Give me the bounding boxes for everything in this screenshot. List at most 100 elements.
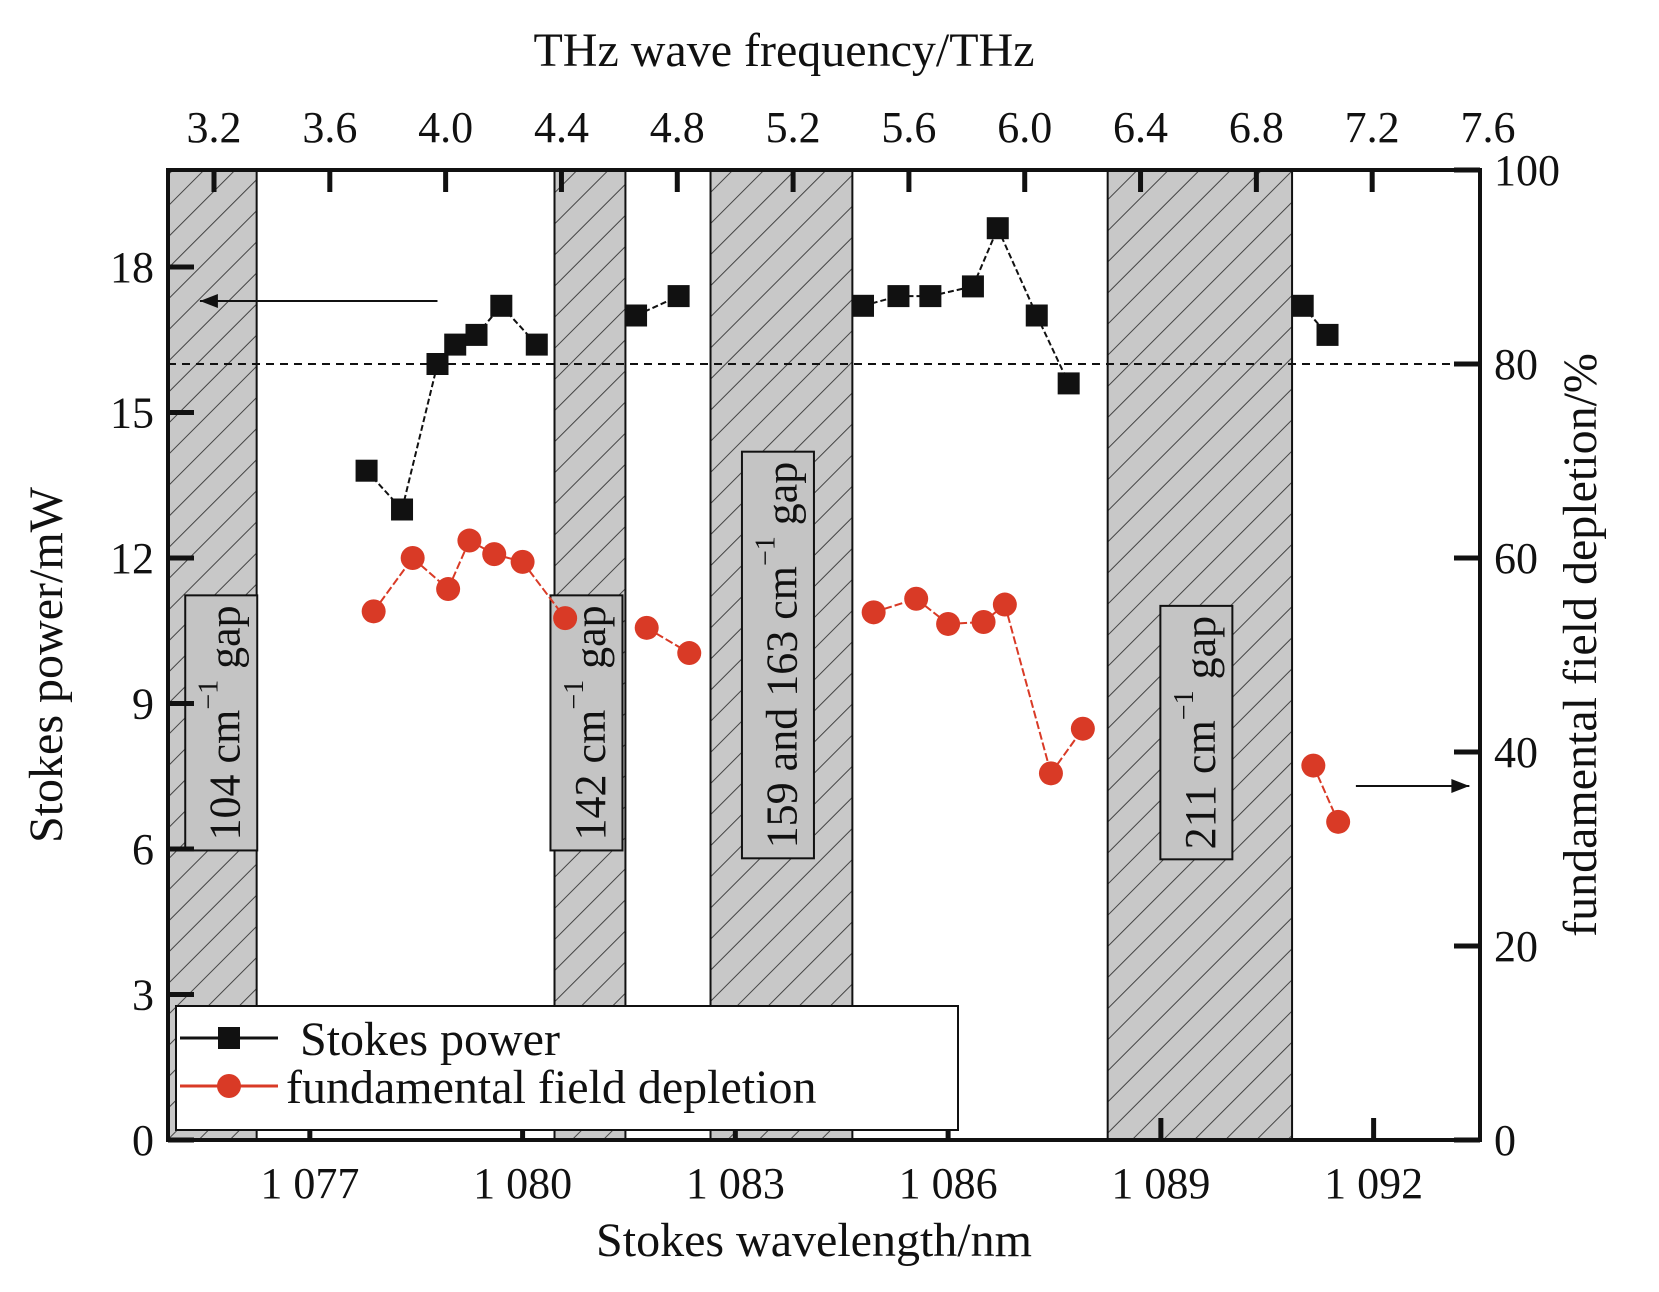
right-y-axis-title: fundamental field depletion/% <box>1554 353 1607 937</box>
left-tick-label-2: 6 <box>132 825 154 874</box>
series-1-segment-13 <box>1003 604 1052 774</box>
depletion-point-12 <box>971 610 996 635</box>
top-tick-label-5: 5.2 <box>766 103 821 152</box>
right-tick-label-0: 0 <box>1494 1116 1516 1165</box>
stokes-power-point-9 <box>852 294 875 317</box>
legend-label-depletion: fundamental field depletion <box>286 1061 816 1114</box>
stokes-power-point-15 <box>1057 372 1080 395</box>
depletion-point-7 <box>634 615 659 640</box>
depletion-point-5 <box>510 549 535 574</box>
stokes-power-point-16 <box>1291 294 1314 317</box>
left-axis-arrowhead <box>199 293 218 308</box>
stokes-power-point-5 <box>490 294 513 317</box>
stokes-power-point-4 <box>465 323 488 346</box>
top-tick-label-3: 4.4 <box>534 103 589 152</box>
gap-label-2: 159 and 163 cm−1 gap <box>740 450 815 860</box>
top-tick-label-11: 7.6 <box>1461 103 1516 152</box>
depletion-point-4 <box>482 542 507 567</box>
top-tick-label-4: 4.8 <box>650 103 705 152</box>
right-tick-label-1: 20 <box>1494 922 1538 971</box>
right-tick-label-2: 40 <box>1494 728 1538 777</box>
stokes-power-point-3 <box>444 333 467 356</box>
x-tick-label-5: 1 092 <box>1324 1159 1423 1208</box>
gap-label-box-1 <box>549 594 624 852</box>
x-tick-label-1: 1 080 <box>473 1159 572 1208</box>
right-tick-label-5: 100 <box>1494 146 1560 195</box>
depletion-point-1 <box>400 546 425 570</box>
stokes-power-point-1 <box>391 498 414 521</box>
gap-label-box-2 <box>740 450 815 860</box>
legend-marker-circle <box>217 1074 241 1098</box>
series-0-segment-13 <box>996 227 1038 316</box>
top-axis-title: THz wave frequency/THz <box>533 24 1034 77</box>
right-tick-label-3: 60 <box>1494 534 1538 583</box>
top-tick-label-0: 3.2 <box>187 103 242 152</box>
legend: Stokes power fundamental field depletion <box>175 1005 959 1131</box>
x-tick-label-0: 1 077 <box>260 1159 359 1208</box>
series-0-segment-14 <box>1035 315 1070 384</box>
gap-label-text-0: 104 cm−1 gap <box>193 605 249 840</box>
gap-label-0: 104 cm−1 gap <box>184 594 259 852</box>
left-tick-label-5: 15 <box>110 389 154 438</box>
x-tick-label-3: 1 086 <box>899 1159 998 1208</box>
gap-label-box-0 <box>184 594 259 852</box>
top-tick-label-1: 3.6 <box>302 103 357 152</box>
stokes-power-point-13 <box>986 217 1009 240</box>
stokes-power-point-17 <box>1316 323 1339 346</box>
depletion-point-15 <box>1070 716 1095 741</box>
right-axis-arrowhead <box>1451 778 1470 793</box>
depletion-point-16 <box>1301 753 1326 778</box>
gap-label-3: 211 cm−1 gap <box>1159 604 1234 861</box>
left-tick-label-1: 3 <box>132 971 154 1020</box>
series-0-segment-1 <box>401 363 439 510</box>
series-group <box>355 217 1351 834</box>
axis-arrows <box>199 293 1470 793</box>
legend-box <box>175 1005 959 1131</box>
stokes-power-point-0 <box>355 459 378 482</box>
legend-marker-square <box>218 1027 240 1049</box>
top-tick-label-10: 7.2 <box>1345 103 1400 152</box>
depletion-point-10 <box>904 586 929 611</box>
left-tick-label-4: 12 <box>110 534 154 583</box>
top-tick-label-6: 5.6 <box>881 103 936 152</box>
plot-frame <box>166 168 1482 1142</box>
depletion-point-14 <box>1038 761 1063 786</box>
depletion-point-9 <box>861 600 886 625</box>
left-y-axis-title: Stokes power/mW <box>20 486 73 843</box>
stokes-power-point-11 <box>919 285 942 308</box>
depletion-point-0 <box>361 599 386 624</box>
stokes-power-point-10 <box>887 285 910 308</box>
depletion-point-8 <box>677 641 702 666</box>
left-tick-label-3: 9 <box>132 680 154 729</box>
depletion-point-17 <box>1326 809 1351 834</box>
left-tick-label-0: 0 <box>132 1116 154 1165</box>
top-tick-label-2: 4.0 <box>418 103 473 152</box>
depletion-point-3 <box>457 528 482 553</box>
series-1-segment-7 <box>646 626 690 654</box>
depletion-point-2 <box>436 577 461 602</box>
axis-ticks: 1 077 1 080 1 083 1 086 1 089 1 092 3.2 3.6 4.0 4… <box>110 103 1560 1208</box>
stokes-power-point-14 <box>1025 304 1048 327</box>
x-axis-title: Stokes wavelength/nm <box>596 1214 1032 1267</box>
stokes-power-point-2 <box>426 353 449 375</box>
stokes-power-point-12 <box>961 275 984 298</box>
top-tick-label-8: 6.4 <box>1113 103 1168 152</box>
gap-label-text-2: 159 and 163 cm−1 gap <box>750 462 806 849</box>
gap-regions: 104 cm−1 gap 142 cm−1 gap 159 and 163 cm−1… <box>167 169 1294 1141</box>
gap-label-box-3 <box>1159 604 1234 861</box>
right-tick-label-4: 80 <box>1494 340 1538 389</box>
stokes-power-point-7 <box>625 304 648 327</box>
left-tick-label-6: 18 <box>110 243 154 292</box>
x-tick-label-2: 1 083 <box>686 1159 785 1208</box>
stokes-power-point-6 <box>525 333 548 356</box>
gap-label-text-3: 211 cm−1 gap <box>1168 616 1224 849</box>
gap-label-text-1: 142 cm−1 gap <box>558 605 614 840</box>
depletion-point-13 <box>992 592 1017 617</box>
x-tick-label-4: 1 089 <box>1111 1159 1210 1208</box>
gap-label-1: 142 cm−1 gap <box>549 594 624 852</box>
legend-label-stokes-power: Stokes power <box>300 1013 560 1066</box>
depletion-point-11 <box>936 611 961 636</box>
top-tick-label-9: 6.8 <box>1229 103 1284 152</box>
depletion-point-6 <box>553 606 578 631</box>
